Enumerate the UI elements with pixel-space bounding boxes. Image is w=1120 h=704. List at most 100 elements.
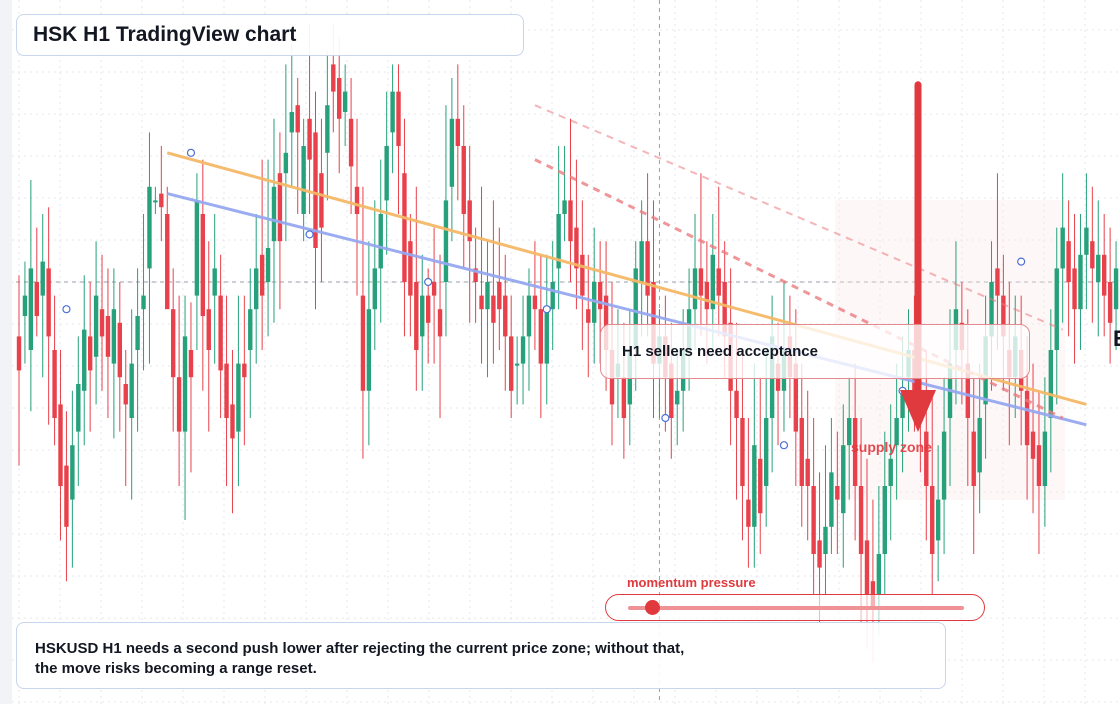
candle-body [971, 431, 976, 486]
candle-body [763, 418, 769, 486]
candle-body [1113, 268, 1119, 310]
candle-body [188, 350, 194, 378]
candle-body [87, 336, 93, 371]
candle-body [520, 336, 526, 364]
candle-body [277, 173, 283, 242]
candle-body [574, 227, 579, 269]
candle-body [508, 336, 514, 391]
candle-body [46, 268, 51, 337]
candle-body [82, 329, 87, 391]
candle-body [34, 282, 39, 316]
candle-body [746, 499, 751, 527]
signal-text: H1 sellers need acceptance [622, 343, 818, 360]
title-card: HSK H1 TradingView chart [16, 14, 524, 56]
candle-body [408, 241, 413, 296]
candle-body [449, 118, 455, 187]
candle-body [526, 295, 532, 337]
candle-body [514, 363, 520, 366]
candle-body [692, 268, 698, 310]
candle-body [402, 173, 407, 282]
candle-body [935, 499, 941, 541]
candle-body [550, 282, 555, 310]
candle-body [1001, 295, 1006, 337]
candle-body [888, 458, 893, 486]
candle-body [847, 418, 852, 446]
price-scale-edge-marker: E [1113, 326, 1120, 352]
candle-body [206, 309, 211, 350]
candle-body [568, 200, 573, 242]
candle-body [1101, 254, 1107, 296]
sell-arrow-head [900, 390, 936, 432]
candle-body [111, 309, 117, 364]
left-scroll-strip[interactable] [0, 0, 12, 704]
candle-body [1060, 227, 1065, 269]
candle-body [941, 431, 947, 500]
candle-body [977, 418, 982, 473]
candle-body [70, 445, 75, 500]
candle-body [497, 282, 502, 310]
candle-body [645, 241, 650, 296]
candle-body [170, 309, 176, 378]
candle-body [259, 254, 265, 296]
candle-body [1024, 390, 1030, 446]
trendline-red-dashed [534, 158, 1064, 420]
candle-body [1030, 431, 1036, 459]
candle-body [704, 282, 710, 310]
candle-body [76, 384, 81, 432]
candle-body [467, 200, 472, 242]
candle-body [325, 105, 330, 153]
candle-body [16, 336, 22, 371]
candle-body [123, 384, 128, 405]
candle-body [1090, 241, 1095, 269]
candle-body [348, 118, 354, 167]
candle-body [835, 486, 840, 500]
candle-body [135, 316, 140, 350]
candle-body [93, 295, 99, 357]
candle-body [58, 404, 63, 486]
candle-body [894, 418, 899, 446]
candle-body [52, 350, 57, 418]
candle-body [28, 268, 34, 350]
trend-marker [305, 230, 314, 239]
candle-body [64, 465, 69, 527]
candle-body [141, 295, 146, 310]
candle-body [224, 363, 229, 418]
candle-body [443, 200, 449, 282]
candle-body [455, 118, 461, 146]
candle-body [242, 363, 247, 378]
candle-body [621, 377, 627, 418]
candle-body [1048, 350, 1054, 418]
candle-body [360, 295, 366, 391]
candle-body [799, 418, 804, 486]
candle-body [829, 472, 834, 527]
candle-body [1078, 254, 1083, 310]
candle-body [580, 254, 585, 296]
candle-body [117, 322, 123, 378]
candle-body [342, 91, 348, 112]
supply-zone-label: supply zone [851, 439, 932, 455]
candle-body [675, 390, 680, 405]
trend-marker [779, 441, 789, 450]
candle-body [544, 309, 549, 364]
candle-body [40, 261, 45, 296]
candle-body [710, 254, 716, 310]
candle-body [532, 295, 538, 310]
candle-body [639, 241, 644, 282]
chart-title: HSK H1 TradingView chart [33, 23, 297, 46]
candle-body [147, 186, 152, 269]
candle-body [1107, 282, 1113, 323]
candle-body [254, 268, 259, 310]
caption-line-2: the move risks becoming a range reset. [35, 660, 317, 677]
candle-body [876, 554, 882, 595]
candle-body [331, 64, 336, 92]
candle-body [1066, 241, 1071, 282]
candle-body [562, 200, 567, 214]
candle-body [989, 282, 994, 337]
candle-body [431, 282, 437, 296]
candle-body [194, 200, 200, 296]
momentum-knob [644, 600, 660, 615]
candle-body [159, 193, 164, 208]
trend-marker [1017, 257, 1026, 266]
candle-body [491, 295, 496, 323]
